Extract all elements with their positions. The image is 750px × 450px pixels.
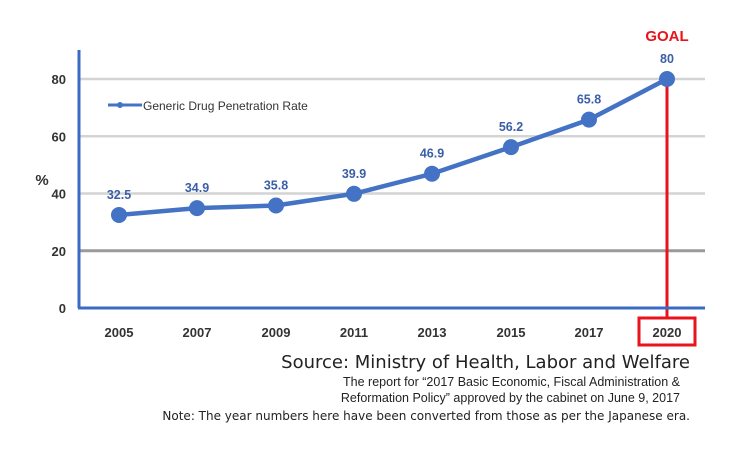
axes [77, 50, 705, 310]
data-label: 56.2 [499, 120, 523, 134]
y-tick-label: 40 [52, 187, 66, 202]
report-line-2: Reformation Policy” approved by the cabi… [340, 391, 680, 405]
y-tick-label: 0 [59, 301, 66, 316]
data-point [268, 197, 284, 214]
series-line: 32.5 34.9 35.8 39.9 46.9 56.2 65.8 80 [107, 52, 675, 223]
data-label: 80 [660, 52, 674, 66]
data-point [111, 206, 127, 223]
x-tick-label: 2013 [418, 325, 447, 340]
y-tick-label: 20 [52, 244, 66, 259]
data-point [189, 200, 205, 217]
x-tick-label: 2020 [653, 325, 682, 340]
x-tick-label: 2015 [497, 325, 526, 340]
goal-box [637, 316, 697, 347]
data-label: 32.5 [107, 188, 131, 202]
tick-labels: 0 20 40 60 80% 2005 2007 2009 2011 2013 2015 2017 20… [35, 72, 681, 340]
goal-marker: GOAL [637, 28, 697, 347]
data-point [424, 165, 440, 182]
legend-label: Generic Drug Penetration Rate [143, 99, 308, 113]
data-label: 34.9 [185, 181, 209, 195]
era-note: Note: The year numbers here have been co… [162, 409, 690, 423]
x-tick-label: 2005 [105, 325, 134, 340]
legend: Generic Drug Penetration Rate [94, 93, 338, 117]
x-tick-label: 2011 [340, 325, 368, 340]
x-tick-label: 2017 [575, 325, 604, 340]
data-label: 65.8 [577, 93, 601, 107]
data-point [581, 111, 597, 128]
y-axis-label: % [35, 172, 48, 189]
data-point [346, 185, 362, 202]
x-tick-label: 2007 [183, 325, 212, 340]
report-line-1: The report for “2017 Basic Economic, Fis… [343, 375, 680, 389]
data-point [503, 139, 519, 156]
x-tick-label: 2009 [262, 325, 291, 340]
goal-label: GOAL [645, 28, 688, 45]
data-point [659, 71, 675, 87]
gridlines [79, 77, 705, 253]
line-chart: GOAL 0 20 40 60 80% 2005 2007 2009 2011 2013 2015 2… [35, 28, 705, 347]
data-label: 46.9 [420, 147, 444, 161]
data-label: 39.9 [342, 167, 366, 181]
series-polyline [118, 77, 669, 218]
source-note: Source: Ministry of Health, Labor and We… [281, 352, 690, 373]
y-tick-label: 80 [52, 72, 66, 87]
legend-marker [117, 102, 123, 108]
data-label: 35.8 [264, 179, 288, 193]
report-note: The report for “2017 Basic Economic, Fis… [0, 374, 680, 406]
y-tick-label: 60 [52, 129, 66, 144]
